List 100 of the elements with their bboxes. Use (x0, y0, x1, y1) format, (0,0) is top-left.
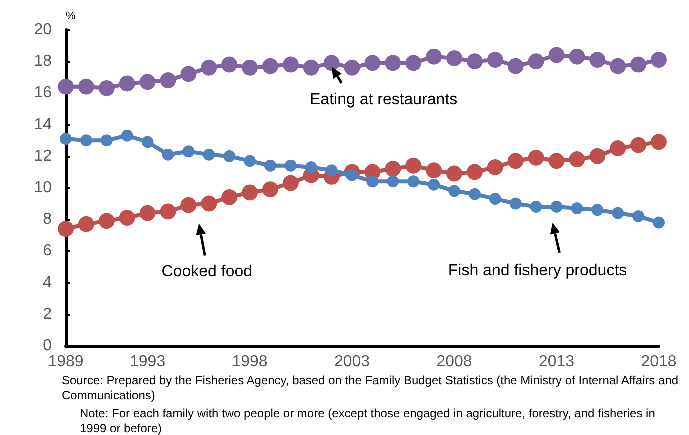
x-tick-label: 1998 (232, 354, 268, 370)
point (364, 55, 381, 72)
y-axis-title: % (66, 10, 76, 22)
point (408, 176, 420, 188)
point (448, 185, 461, 198)
x-tick-label: 1989 (48, 354, 84, 370)
point (569, 48, 586, 65)
point (632, 210, 645, 222)
point (592, 204, 604, 216)
y-tick-label: 8 (43, 211, 52, 228)
point (426, 162, 442, 179)
x-tick-label: 2008 (436, 354, 472, 370)
point (140, 205, 156, 222)
point (160, 204, 176, 220)
source-note: Source: Prepared by the Fisheries Agency, based on the Family Budget Statistics (the Ministry of Internal Affairs and Communications) (62, 374, 682, 402)
point (201, 196, 218, 212)
point (282, 56, 299, 73)
point (284, 160, 297, 172)
y-tick-label: 4 (43, 274, 52, 292)
point (446, 166, 463, 182)
point (160, 72, 176, 89)
x-tick-label: 2018 (641, 354, 677, 370)
point (162, 148, 174, 161)
point (428, 178, 440, 191)
point (98, 213, 115, 230)
point (262, 58, 278, 74)
point (468, 188, 481, 200)
text: Cooked food (162, 263, 253, 280)
point (630, 56, 647, 73)
text: Note: For each family with two people or more (except those engaged in agriculture, forestry, and fisheries in 1999 or before) (80, 406, 659, 435)
point (528, 54, 544, 70)
point (426, 48, 442, 65)
y-tick-label: 16 (34, 84, 52, 102)
point (510, 198, 522, 210)
point (612, 207, 624, 220)
point (406, 55, 422, 72)
point (224, 150, 236, 162)
y-tick-label: 20 (34, 22, 52, 38)
point (222, 56, 238, 73)
point (466, 54, 483, 70)
y-tick-label: 0 (43, 338, 52, 354)
point (548, 47, 565, 64)
point (121, 130, 134, 142)
point (242, 60, 258, 76)
y-tick-label: 18 (34, 53, 52, 70)
point (98, 80, 115, 96)
point (610, 140, 626, 156)
point (282, 175, 299, 192)
point (387, 176, 400, 188)
point (222, 189, 238, 206)
point (78, 78, 94, 95)
point (180, 197, 197, 214)
point (182, 146, 195, 158)
point (651, 134, 667, 150)
point (344, 60, 360, 76)
point (60, 133, 72, 146)
point (201, 60, 218, 76)
point (78, 216, 94, 232)
point (385, 55, 402, 72)
y-tick-label: 14 (34, 116, 52, 134)
point (487, 52, 504, 68)
point (489, 193, 502, 206)
x-tick-label: 2013 (538, 354, 575, 370)
series-label: Eating at restaurants (310, 92, 458, 109)
point (569, 152, 586, 168)
x-tick-label: 2003 (334, 354, 370, 370)
point (305, 161, 318, 174)
point (203, 148, 216, 161)
point (651, 52, 667, 68)
point (406, 158, 422, 174)
y-tick-label: 10 (34, 180, 52, 196)
point (58, 78, 74, 95)
point (508, 153, 524, 170)
point (142, 136, 154, 148)
y-tick-label: 2 (43, 306, 52, 323)
y-tick-label: 12 (34, 148, 52, 165)
point (550, 200, 563, 213)
point (528, 150, 544, 166)
point (180, 66, 197, 82)
point (140, 74, 156, 90)
point (548, 153, 565, 170)
point (653, 216, 665, 229)
point (119, 210, 136, 226)
y-tick-label: 6 (43, 242, 52, 260)
text: Fish and fishery products (448, 262, 628, 280)
point (366, 176, 379, 188)
point (326, 164, 338, 177)
point (100, 134, 113, 147)
point (530, 200, 542, 213)
point (262, 182, 278, 198)
x-tick-label: 1993 (130, 354, 166, 370)
point (119, 76, 136, 92)
point (590, 148, 606, 164)
point (324, 55, 340, 72)
point (466, 164, 483, 180)
point (590, 52, 606, 68)
point (508, 58, 524, 74)
point (244, 155, 256, 168)
point (242, 184, 258, 201)
point (385, 161, 402, 178)
